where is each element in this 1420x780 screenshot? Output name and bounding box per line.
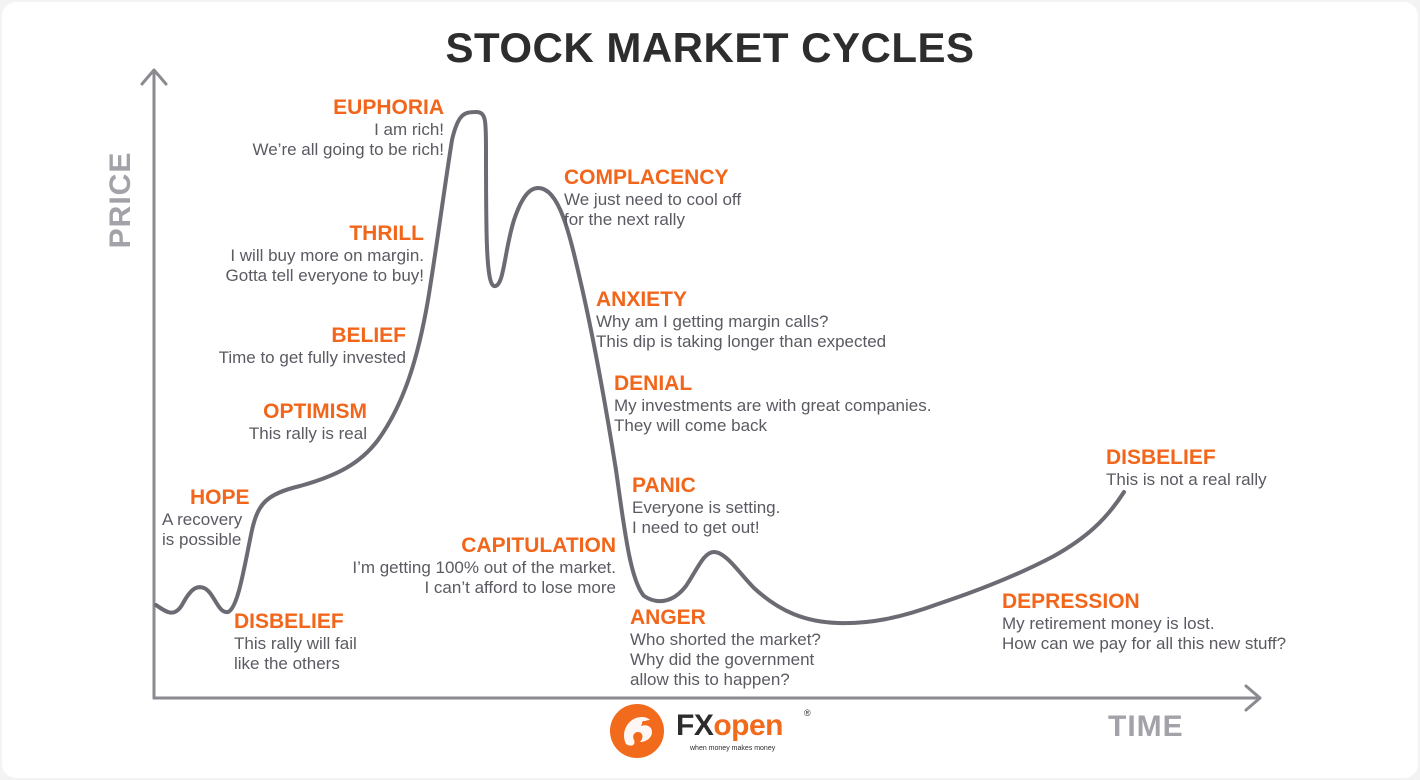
stage-heading: THRILL — [349, 222, 424, 245]
stage-depression: DEPRESSION My retirement money is lost. … — [1002, 590, 1286, 654]
stage-line: Time to get fully invested — [218, 348, 406, 367]
x-axis-label: TIME — [1108, 710, 1184, 743]
stage-heading: DENIAL — [614, 372, 693, 395]
stage-line: I’m getting 100% out of the market. — [352, 558, 616, 577]
stage-heading: COMPLACENCY — [564, 166, 729, 189]
market-cycle-curve — [154, 110, 1126, 626]
stage-line: Gotta tell everyone to buy! — [225, 266, 424, 285]
stage-line: I can’t afford to lose more — [424, 578, 616, 597]
stage-optimism: OPTIMISM This rally is real — [249, 400, 367, 444]
stage-disbelief-start: DISBELIEF This rally will fail like the … — [234, 610, 357, 674]
stage-disbelief-end: DISBELIEF This is not a real rally — [1106, 446, 1267, 490]
stage-heading: CAPITULATION — [461, 534, 616, 557]
fxopen-logo: FXopen ® when money makes money — [610, 704, 820, 766]
stage-heading: DISBELIEF — [1106, 446, 1216, 469]
stage-line: This rally is real — [248, 424, 367, 443]
stage-line: We just need to cool off — [564, 190, 742, 209]
stage-heading: DEPRESSION — [1002, 590, 1140, 613]
stage-line: They will come back — [614, 416, 768, 435]
logo-open: open — [713, 709, 784, 742]
stage-heading: ANGER — [630, 606, 706, 629]
stage-line: My investments are with great companies. — [614, 396, 932, 415]
stage-heading: DISBELIEF — [234, 610, 344, 633]
stage-line: Why did the government — [630, 650, 815, 669]
stage-line: I am rich! — [374, 120, 444, 139]
logo-emblem-icon — [610, 704, 664, 758]
stage-line: This dip is taking longer than expected — [596, 332, 887, 351]
stage-heading: EUPHORIA — [333, 96, 444, 119]
stage-line: I need to get out! — [632, 518, 760, 537]
stage-line: A recovery — [162, 510, 243, 529]
stage-thrill: THRILL I will buy more on margin. Gotta … — [226, 222, 424, 286]
dragon-icon — [624, 717, 652, 746]
logo-tagline: when money makes money — [690, 745, 776, 752]
stage-line: I will buy more on margin. — [230, 246, 424, 265]
stage-line: Why am I getting margin calls? — [596, 312, 829, 331]
stage-complacency: COMPLACENCY We just need to cool off for… — [564, 166, 741, 230]
stage-line: This is not a real rally — [1106, 470, 1267, 489]
y-axis-label: PRICE — [104, 151, 137, 249]
stage-line: allow this to happen? — [630, 670, 790, 689]
logo-registered: ® — [804, 708, 811, 718]
stage-anxiety: ANXIETY Why am I getting margin calls? T… — [596, 288, 886, 352]
stage-heading: PANIC — [632, 474, 696, 497]
stage-line: How can we pay for all this new stuff? — [1002, 634, 1287, 653]
stage-hope: HOPE A recovery is possible — [162, 486, 250, 550]
stage-belief: BELIEF Time to get fully invested — [219, 324, 406, 368]
logo-wordmark: FXopen — [676, 709, 784, 742]
stage-line: is possible — [162, 530, 242, 549]
stage-capitulation: CAPITULATION I’m getting 100% out of the… — [352, 534, 616, 598]
stage-euphoria: EUPHORIA I am rich! We’re all going to b… — [252, 96, 444, 160]
stage-line: for the next rally — [564, 210, 685, 229]
stage-heading: ANXIETY — [596, 288, 688, 311]
stage-panic: PANIC Everyone is setting. I need to get… — [632, 474, 780, 538]
stage-line: My retirement money is lost. — [1002, 614, 1215, 633]
stage-heading: BELIEF — [331, 324, 406, 347]
stage-heading: HOPE — [190, 486, 250, 509]
stage-denial: DENIAL My investments are with great com… — [614, 372, 931, 436]
stage-line: Everyone is setting. — [632, 498, 781, 517]
page-title: STOCK MARKET CYCLES — [445, 24, 975, 71]
stage-line: This rally will fail — [234, 634, 357, 653]
stage-line: We’re all going to be rich! — [252, 140, 444, 159]
stage-heading: OPTIMISM — [263, 400, 367, 423]
logo-fx: FX — [676, 709, 714, 742]
stage-line: Who shorted the market? — [630, 630, 821, 649]
x-axis-arrow — [1244, 684, 1262, 712]
stage-anger: ANGER Who shorted the market? Why did th… — [630, 606, 821, 690]
y-axis-arrow — [140, 68, 168, 86]
stage-line: like the others — [234, 654, 340, 673]
